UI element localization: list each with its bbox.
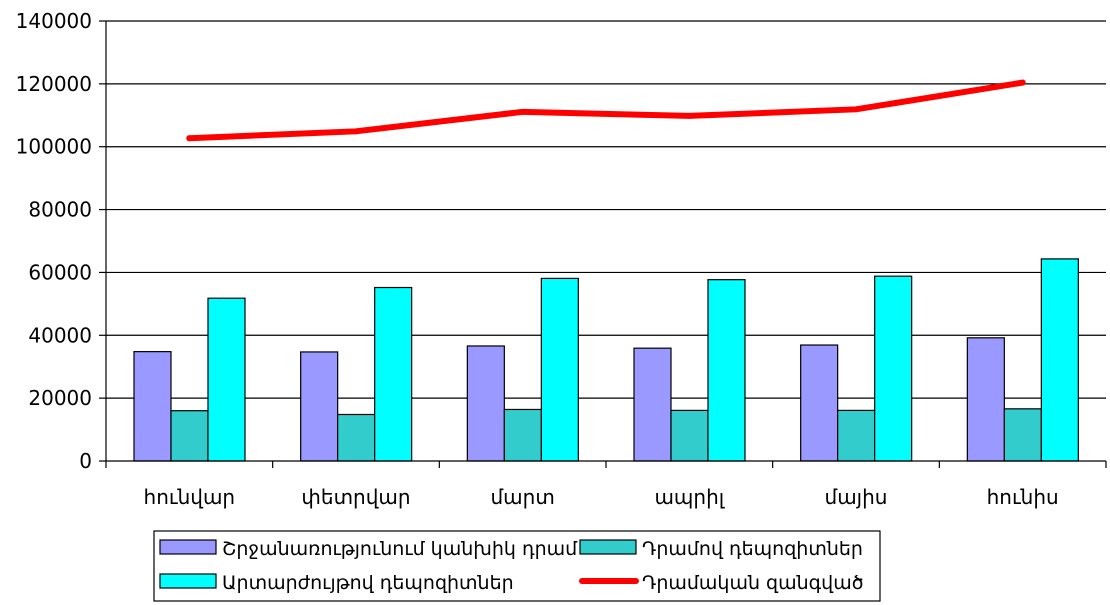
legend-swatch [579,539,637,555]
bar [800,344,839,462]
y-tick-label: 60000 [28,260,92,284]
x-tick-label: մայիս [825,485,888,509]
line-point [519,108,526,115]
bar [707,279,746,462]
line-point [853,106,859,113]
y-tick-label: 80000 [28,198,92,222]
bar [170,410,209,462]
bar [633,347,672,462]
x-tick-label: ապրիլ [654,485,725,509]
bar [670,409,709,462]
bar [874,275,913,462]
bar [966,337,1005,462]
bar [300,351,339,462]
bar [837,409,876,462]
y-tick-label: 140000 [16,9,92,33]
bar [374,286,413,462]
bar [503,408,542,462]
x-tick-label: հունվար [144,485,236,509]
legend-box [153,530,881,602]
line-point [353,128,359,135]
legend-swatch [159,539,217,555]
line-point [686,112,693,119]
x-tick-label: հունիս [987,485,1059,509]
line-point [1019,79,1026,86]
bar [133,351,172,462]
series-line [186,79,1026,142]
legend-label: Դրամական զանգված [642,572,864,594]
legend-label: Դրամով դեպոզիտներ [642,538,863,560]
legend-label: Արտարժույթով դեպոզիտներ [222,572,514,594]
y-tick-label: 100000 [16,135,92,159]
legend-label: Շրջանառությունում կանխիկ դրամ [222,538,578,560]
y-tick-label: 20000 [28,386,92,410]
bar [207,297,246,462]
legend-swatch [159,573,217,589]
line-point [186,135,193,142]
bar [1040,258,1079,462]
bar [540,277,579,462]
y-tick-label: 40000 [28,323,92,347]
x-tick-label: մարտ [491,485,555,509]
bar [466,345,505,462]
bar [1003,408,1042,462]
y-tick-label: 0 [79,449,92,473]
y-tick-label: 120000 [16,72,92,96]
x-tick-label: փետրվար [301,485,410,509]
bar [337,413,376,462]
